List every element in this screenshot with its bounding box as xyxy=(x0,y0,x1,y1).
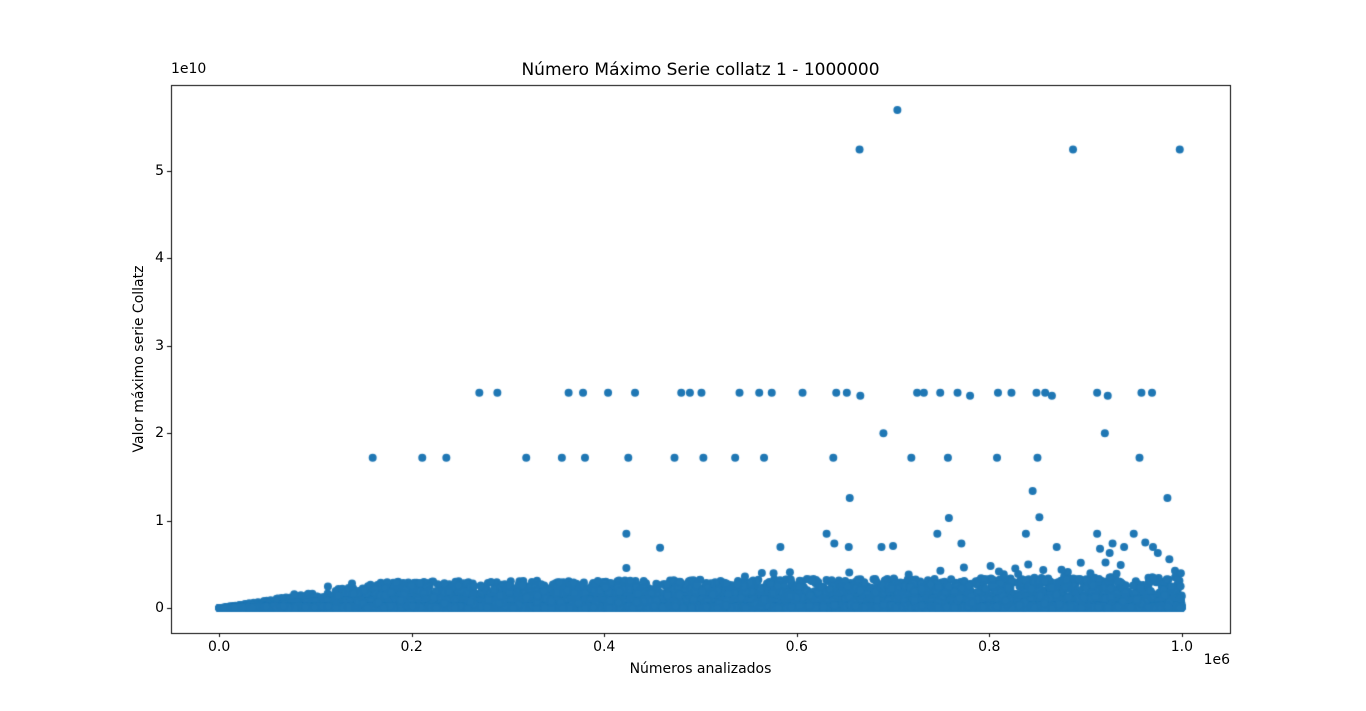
y-tick-label: 4 xyxy=(155,250,164,267)
chart-title: Número Máximo Serie collatz 1 - 1000000 xyxy=(521,60,880,80)
y-tick-label: 0 xyxy=(155,600,164,617)
x-tick-label: 0.4 xyxy=(593,639,616,655)
y-tick-label: 5 xyxy=(155,163,164,180)
x-tick-label: 1.0 xyxy=(1170,639,1193,655)
y-axis-offset-label: 1e10 xyxy=(171,61,207,77)
x-tick-label: 0.6 xyxy=(785,639,808,655)
x-tick-label: 0.2 xyxy=(400,639,423,655)
x-tick-label: 0.0 xyxy=(207,639,231,655)
x-tick-label: 0.8 xyxy=(978,639,1001,655)
y-tick-label: 2 xyxy=(155,425,164,442)
y-tick-label: 1 xyxy=(155,512,164,529)
x-axis-offset-label: 1e6 xyxy=(1203,652,1230,668)
y-tick-label: 3 xyxy=(155,337,164,354)
x-axis-label: Números analizados xyxy=(629,661,772,677)
